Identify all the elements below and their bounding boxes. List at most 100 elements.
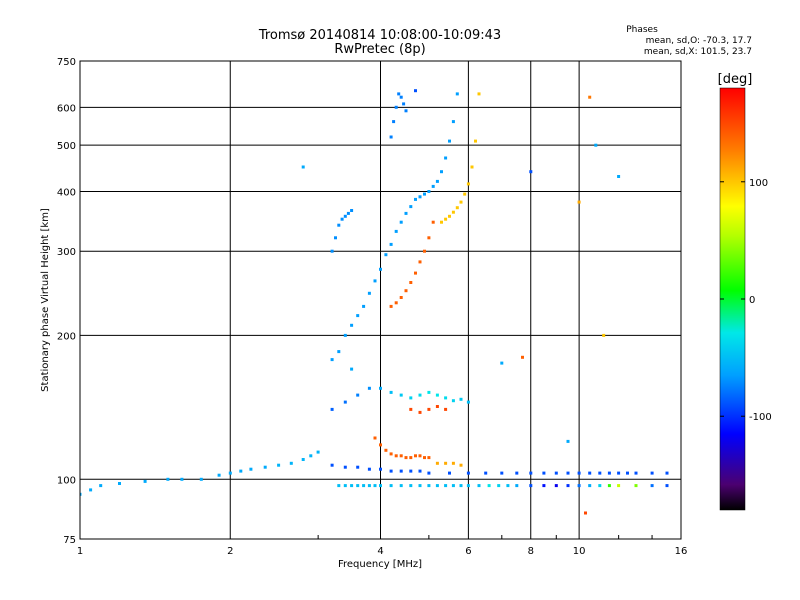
- data-point: [431, 220, 435, 224]
- data-point: [350, 484, 354, 488]
- data-point: [402, 102, 406, 106]
- data-point: [337, 350, 341, 354]
- phases-mean-x: mean, sd,X: 101.5, 23.7: [644, 47, 752, 57]
- data-point: [577, 484, 581, 488]
- data-point: [379, 484, 382, 488]
- data-point: [343, 214, 347, 218]
- grid-lines: [80, 61, 681, 539]
- data-point: [634, 484, 638, 488]
- data-point: [435, 405, 439, 408]
- y-tick-label: 100: [57, 475, 76, 486]
- colorbar-title: [deg]: [718, 72, 753, 87]
- data-point: [367, 467, 371, 471]
- data-point: [399, 469, 403, 473]
- data-point: [389, 469, 393, 473]
- data-point: [399, 296, 403, 299]
- data-point: [444, 484, 448, 488]
- data-point: [521, 355, 524, 359]
- data-point: [427, 390, 431, 394]
- data-point: [435, 461, 439, 465]
- data-point: [384, 448, 388, 452]
- data-point: [362, 484, 366, 488]
- data-point: [334, 236, 337, 240]
- data-points: [80, 89, 669, 515]
- data-point: [228, 471, 232, 475]
- data-point: [466, 484, 470, 488]
- colorbar-tick-label: -100: [749, 412, 772, 423]
- data-point: [588, 484, 592, 488]
- x-tick-label: 16: [675, 546, 688, 557]
- data-point: [394, 301, 398, 305]
- data-point: [451, 484, 455, 488]
- data-point: [423, 456, 426, 460]
- data-point: [634, 471, 638, 475]
- data-point: [455, 206, 459, 210]
- data-point: [409, 469, 413, 473]
- data-point: [379, 467, 382, 471]
- data-point: [337, 484, 341, 488]
- data-point: [399, 454, 403, 458]
- data-point: [89, 488, 93, 492]
- data-point: [427, 484, 431, 488]
- data-point: [404, 289, 408, 293]
- x-tick-label: 6: [465, 546, 471, 557]
- y-tick-label: 300: [57, 247, 76, 258]
- data-point: [409, 281, 413, 284]
- data-point: [373, 436, 377, 440]
- data-point: [399, 393, 403, 397]
- data-point: [343, 465, 347, 469]
- data-point: [404, 109, 408, 113]
- colorbar-ticks: 100 0 -100: [720, 178, 772, 423]
- chart-title: Tromsø 20140814 10:08:00-10:09:43: [258, 28, 501, 43]
- data-point: [577, 200, 581, 204]
- data-point: [418, 484, 422, 488]
- data-point: [484, 471, 488, 475]
- data-point: [444, 461, 448, 465]
- data-point: [463, 192, 467, 196]
- data-point: [397, 92, 401, 96]
- data-point: [277, 463, 281, 467]
- data-point: [389, 304, 393, 308]
- data-point: [554, 471, 558, 475]
- x-tick-label: 4: [377, 546, 383, 557]
- data-point: [423, 249, 426, 253]
- y-tick-label: 750: [57, 57, 76, 68]
- data-point: [199, 477, 203, 481]
- phases-mean-o: mean, sd,O: -70.3, 17.7: [646, 36, 752, 46]
- data-point: [427, 236, 431, 240]
- data-point: [394, 229, 398, 233]
- data-point: [602, 333, 606, 337]
- data-point: [394, 454, 398, 458]
- data-point: [350, 367, 354, 371]
- data-point: [389, 484, 393, 488]
- x-axis: 1 2 4 6 8 10 16: [77, 535, 688, 557]
- data-point: [367, 386, 371, 390]
- data-point: [566, 484, 570, 488]
- data-point: [440, 220, 443, 224]
- data-point: [448, 214, 451, 218]
- data-point: [529, 170, 533, 174]
- data-point: [249, 467, 253, 471]
- data-point: [542, 471, 546, 475]
- x-tick-label: 2: [227, 546, 233, 557]
- data-point: [617, 471, 621, 475]
- colorbar-tick-label: 100: [749, 178, 768, 189]
- y-axis-label: Stationary phase Virtual Height [km]: [40, 208, 51, 392]
- data-point: [301, 165, 305, 169]
- data-point: [459, 200, 463, 204]
- data-point: [594, 143, 598, 147]
- data-point: [239, 469, 243, 473]
- data-point: [330, 249, 334, 253]
- data-point: [617, 484, 621, 488]
- data-point: [414, 454, 417, 458]
- data-point: [607, 484, 611, 488]
- data-point: [340, 217, 344, 221]
- data-point: [487, 484, 491, 488]
- data-point: [500, 471, 504, 475]
- data-point: [367, 484, 371, 488]
- data-point: [301, 458, 305, 461]
- data-point: [373, 279, 377, 283]
- data-point: [598, 471, 602, 475]
- plot-frame: [79, 60, 682, 540]
- data-point: [529, 471, 533, 475]
